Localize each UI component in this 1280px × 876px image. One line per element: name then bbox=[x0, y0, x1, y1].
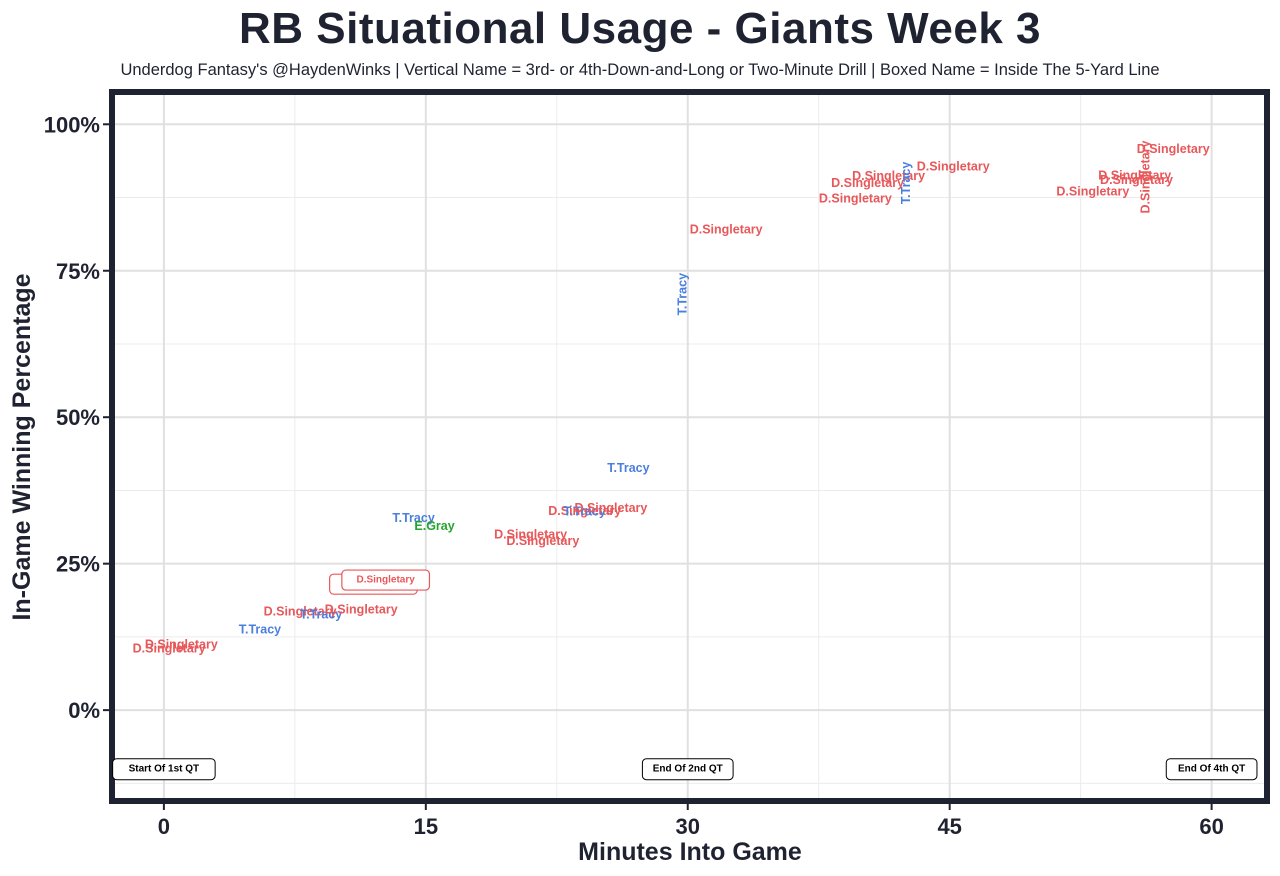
y-tick-label: 75% bbox=[56, 259, 100, 284]
y-tick-label: 25% bbox=[56, 552, 100, 577]
data-label: D.Singletary bbox=[917, 159, 990, 173]
data-label: T.Tracy bbox=[300, 608, 342, 622]
data-label: T.Tracy bbox=[239, 622, 281, 636]
panel-border bbox=[109, 89, 1270, 804]
data-label: D.Singletary bbox=[356, 575, 415, 586]
data-labels: D.SingletaryD.SingletaryT.TracyD.Singlet… bbox=[133, 141, 1210, 656]
data-label: D.Singletary bbox=[819, 192, 892, 206]
data-label: D.Singletary bbox=[325, 602, 398, 616]
data-label: D.Singletary bbox=[1137, 142, 1210, 156]
chart-title: RB Situational Usage - Giants Week 3 bbox=[238, 4, 1042, 53]
grid bbox=[115, 95, 1264, 798]
data-label: D.Singletary bbox=[852, 169, 925, 183]
data-label: D.Singletary bbox=[831, 176, 904, 190]
data-label-vertical: D.Singletary bbox=[1138, 141, 1152, 214]
data-label: D.Singletary bbox=[506, 534, 579, 548]
data-label-boxed: D.Singletary bbox=[341, 569, 431, 591]
annotation-text: End Of 2nd QT bbox=[653, 764, 723, 775]
data-label: D.Singletary bbox=[1100, 173, 1173, 187]
x-tick-label: 60 bbox=[1199, 814, 1223, 839]
data-label: T.Tracy bbox=[564, 505, 606, 519]
data-label: D.Singletary bbox=[690, 223, 763, 237]
data-label: D.Singletary bbox=[133, 642, 206, 656]
y-tick-label: 100% bbox=[44, 112, 100, 137]
x-tick-label: 15 bbox=[414, 814, 438, 839]
data-label: T.Tracy bbox=[392, 511, 434, 525]
chart-subtitle: Underdog Fantasy's @HaydenWinks | Vertic… bbox=[120, 61, 1160, 79]
x-tick-label: 45 bbox=[937, 814, 961, 839]
annotation-box bbox=[112, 758, 216, 781]
x-tick-label: 0 bbox=[158, 814, 170, 839]
data-label-vertical: T.Tracy bbox=[676, 273, 690, 315]
data-label: D.Singletary bbox=[494, 527, 567, 541]
data-label: E.Gray bbox=[414, 519, 454, 533]
quarter-annotations: Start Of 1st QT End Of 2nd QT End Of 4th Q… bbox=[112, 758, 1258, 781]
x-axis-title: Minutes Into Game bbox=[578, 838, 802, 866]
quarter-annotation: Start Of 1st QT bbox=[112, 758, 216, 781]
y-axis-title: In-Game Winning Percentage bbox=[8, 273, 36, 620]
data-label: D.Singletary bbox=[145, 638, 218, 652]
annotation-text: End Of 4th QT bbox=[1178, 764, 1245, 775]
x-tick-label: 30 bbox=[676, 814, 700, 839]
data-label: D.Singletary bbox=[548, 504, 621, 518]
quarter-annotation: End Of 2nd QT bbox=[641, 758, 734, 781]
axis-ticks: 0 15 30 45 60 0% 25% 50% 75% 100% bbox=[44, 112, 1224, 839]
data-label: T.Tracy bbox=[607, 461, 649, 475]
quarter-annotation: End Of 4th QT bbox=[1165, 758, 1258, 781]
annotation-box bbox=[1165, 758, 1258, 781]
data-label: D.Singletary bbox=[1098, 168, 1171, 182]
data-label: D.Singletary bbox=[264, 605, 337, 619]
data-label: D.Singletary bbox=[574, 501, 647, 515]
y-tick-label: 0% bbox=[68, 698, 100, 723]
label-box bbox=[341, 569, 431, 591]
data-label: D.Singletary bbox=[1056, 185, 1129, 199]
data-label-vertical: T.Tracy bbox=[899, 162, 913, 204]
y-tick-label: 50% bbox=[56, 405, 100, 430]
annotation-box bbox=[641, 758, 734, 781]
annotation-text: Start Of 1st QT bbox=[129, 764, 200, 775]
